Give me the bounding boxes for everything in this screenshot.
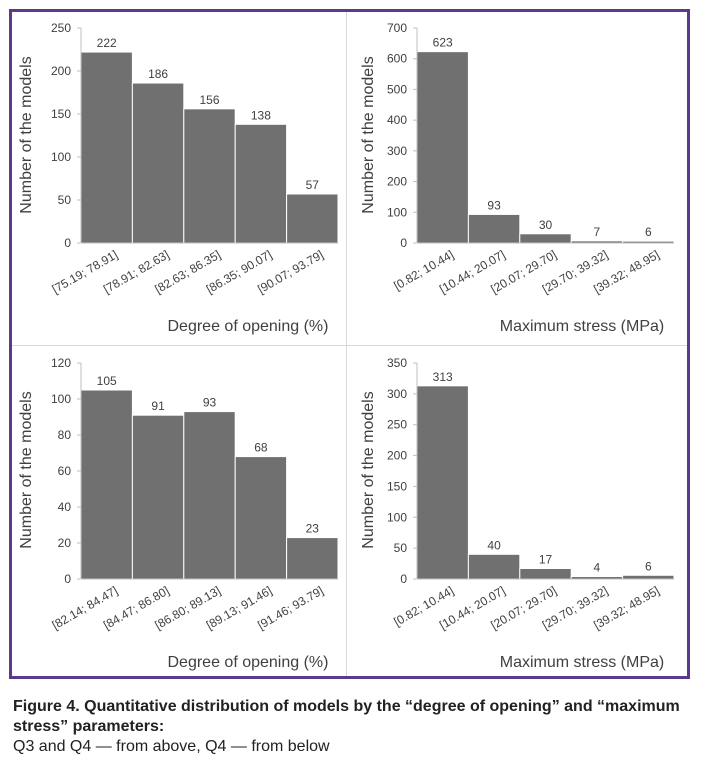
panel-divider-vertical [346,12,347,676]
bar-value-label: 186 [148,67,168,81]
bar [234,456,288,580]
y-tick-label: 250 [387,418,407,432]
bar-value-label: 7 [594,225,601,239]
bar-value-label: 93 [203,396,217,410]
bar-value-label: 23 [306,522,320,536]
y-tick-label: 300 [387,144,407,158]
y-tick-label: 300 [387,387,407,401]
y-tick-label: 50 [58,193,72,207]
y-tick-label: 200 [387,175,407,189]
bar [622,574,675,580]
y-tick-label: 100 [387,205,407,219]
y-tick-label: 50 [394,541,408,555]
y-tick-label: 400 [387,113,407,127]
bar [416,385,469,580]
bar [519,568,572,580]
y-axis-title: Number of the models [18,56,35,213]
bar-value-label: 156 [199,93,219,107]
y-tick-label: 100 [51,392,71,406]
y-tick-label: 80 [58,428,72,442]
bar-value-label: 57 [306,178,320,192]
bar [286,193,339,244]
x-axis-title: Maximum stress (MPa) [500,654,664,671]
y-axis-title: Number of the models [18,391,35,548]
y-axis-title: Number of the models [360,56,377,213]
bar-value-label: 17 [539,553,553,567]
bar [183,411,236,580]
bar [467,213,521,244]
bar [80,389,133,580]
y-tick-label: 200 [387,449,407,463]
y-tick-label: 500 [387,82,407,96]
bar-value-label: 68 [254,441,268,455]
bar [183,108,236,244]
x-axis-title: Degree of opening (%) [168,318,329,335]
y-tick-label: 40 [58,500,72,514]
x-axis-title: Maximum stress (MPa) [500,318,664,335]
y-tick-label: 700 [387,21,407,35]
bar [467,553,521,580]
figure-caption: Figure 4. Quantitative distribution of m… [13,697,693,757]
panel-divider-horizontal [12,345,687,346]
y-tick-label: 0 [64,236,71,250]
bar [286,537,339,580]
bar [416,51,469,244]
y-tick-label: 20 [58,536,72,550]
y-tick-label: 200 [51,64,71,78]
bar [80,51,133,244]
y-tick-label: 150 [51,107,71,121]
bar-value-label: 4 [594,561,601,575]
bar-value-label: 222 [97,36,117,50]
bar-value-label: 91 [151,399,165,413]
bar [131,82,185,244]
y-tick-label: 100 [51,150,71,164]
bar-value-label: 93 [487,198,501,212]
y-tick-label: 150 [387,479,407,493]
y-tick-label: 0 [64,572,71,586]
bar-value-label: 6 [645,559,652,573]
bar-value-label: 138 [251,108,271,122]
y-tick-label: 100 [387,510,407,524]
y-tick-label: 0 [400,236,407,250]
bar-value-label: 313 [433,370,453,384]
y-tick-label: 350 [387,356,407,370]
y-tick-label: 0 [400,572,407,586]
bar [234,123,288,244]
y-tick-label: 250 [51,21,71,35]
bar-value-label: 6 [645,225,652,239]
caption-title: Figure 4. Quantitative distribution of m… [13,698,680,735]
y-tick-label: 120 [51,356,71,370]
y-tick-label: 60 [58,464,72,478]
bar [131,414,185,580]
caption-note: Q3 and Q4 — from above, Q4 — from below [13,738,330,755]
bar-value-label: 40 [487,538,501,552]
y-tick-label: 600 [387,52,407,66]
x-axis-title: Degree of opening (%) [168,654,329,671]
y-axis-title: Number of the models [360,391,377,548]
bar-value-label: 623 [433,36,453,50]
bar-value-label: 105 [97,374,117,388]
bar [519,233,572,244]
bar-value-label: 30 [539,218,553,232]
